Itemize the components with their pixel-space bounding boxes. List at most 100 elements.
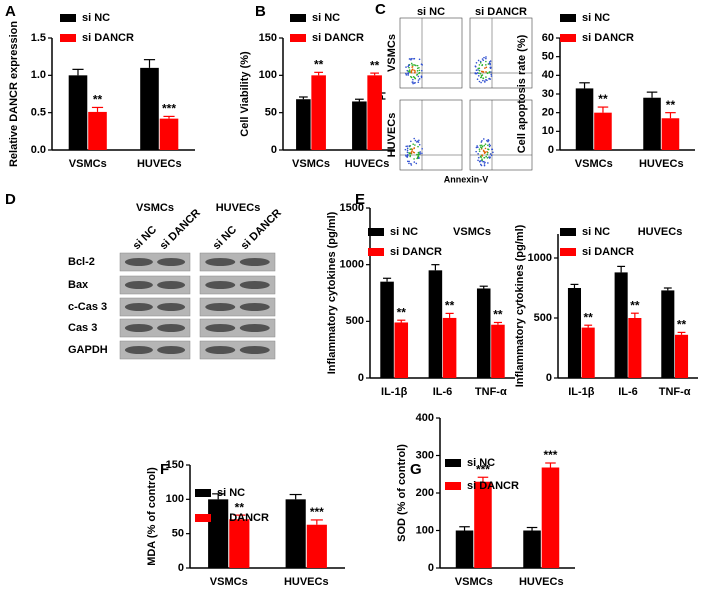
y-tick-label: 1500 bbox=[340, 202, 364, 214]
y-tick-label: 40 bbox=[542, 69, 554, 81]
flow-dot bbox=[482, 149, 485, 152]
legend-swatch bbox=[560, 14, 576, 22]
bar bbox=[628, 318, 642, 378]
flow-dot bbox=[482, 79, 484, 82]
flow-dot bbox=[481, 155, 484, 157]
flow-dot bbox=[404, 148, 407, 151]
flow-dot bbox=[485, 57, 487, 60]
flow-dot bbox=[478, 150, 481, 152]
legend-label: si DANCR bbox=[582, 32, 634, 44]
flow-x-label: Annexin-V bbox=[444, 174, 489, 184]
flow-dot bbox=[416, 70, 419, 72]
flow-dot bbox=[484, 147, 487, 150]
flow-dot bbox=[407, 65, 409, 68]
flow-dot bbox=[411, 69, 413, 71]
legend-label: si NC bbox=[582, 226, 610, 238]
flow-dot bbox=[405, 145, 408, 148]
blot-band bbox=[239, 303, 270, 311]
flow-dot bbox=[412, 143, 414, 145]
flow-dot bbox=[419, 152, 422, 155]
flow-dot bbox=[488, 62, 491, 65]
legend-label: si DANCR bbox=[582, 246, 634, 258]
flow-dot bbox=[478, 80, 481, 83]
x-tick-label: TNF-α bbox=[659, 386, 691, 398]
flow-dot bbox=[482, 138, 485, 140]
significance: ** bbox=[677, 318, 687, 332]
y-tick-label: 60 bbox=[542, 32, 554, 44]
bar bbox=[442, 317, 457, 378]
significance: *** bbox=[162, 102, 176, 116]
flow-dot bbox=[480, 81, 482, 84]
x-tick-label: VSMCs bbox=[69, 158, 107, 170]
blot-band bbox=[239, 324, 270, 332]
flow-dot bbox=[475, 146, 478, 149]
bar bbox=[643, 97, 661, 150]
y-tick-label: 1.0 bbox=[31, 69, 46, 81]
bar bbox=[491, 324, 505, 378]
bar bbox=[474, 481, 492, 568]
blot-band bbox=[124, 281, 153, 289]
flow-dot bbox=[485, 66, 488, 69]
flow-dot bbox=[485, 56, 487, 58]
flow-dot bbox=[485, 64, 487, 66]
bar bbox=[594, 112, 612, 150]
legend-swatch bbox=[445, 482, 461, 490]
legend-label: si NC bbox=[390, 226, 418, 238]
flow-dot bbox=[410, 76, 413, 79]
blot-protein-label: GAPDH bbox=[68, 344, 108, 356]
flow-dot bbox=[489, 156, 491, 158]
flow-dot bbox=[408, 70, 411, 73]
flow-dot bbox=[406, 156, 409, 158]
flow-dot bbox=[407, 70, 410, 73]
blot-band bbox=[205, 324, 236, 332]
y-tick-label: 150 bbox=[166, 459, 184, 471]
bar bbox=[581, 327, 595, 378]
legend-label: si NC bbox=[82, 12, 110, 24]
y-tick-label: 1000 bbox=[340, 259, 364, 271]
legend-swatch bbox=[290, 14, 306, 22]
y-tick-label: 400 bbox=[416, 412, 434, 424]
legend-label: si NC bbox=[467, 457, 495, 469]
bar bbox=[614, 272, 628, 378]
significance: ** bbox=[314, 58, 324, 72]
y-tick-label: 20 bbox=[542, 107, 554, 119]
flow-dot bbox=[477, 69, 479, 71]
x-tick-label: TNF-α bbox=[475, 386, 507, 398]
flow-dot bbox=[408, 69, 411, 71]
blot-band bbox=[157, 303, 186, 311]
blot-band bbox=[124, 258, 153, 266]
flow-dot bbox=[417, 79, 420, 81]
flow-dot bbox=[480, 147, 483, 149]
bar bbox=[88, 111, 107, 150]
flow-dot bbox=[414, 139, 417, 142]
flow-dot bbox=[486, 153, 489, 156]
bar bbox=[311, 75, 326, 150]
flow-dot bbox=[483, 164, 486, 167]
flow-dot bbox=[414, 64, 416, 66]
bar bbox=[428, 270, 443, 378]
legend-swatch bbox=[195, 489, 211, 497]
flow-dot bbox=[408, 66, 410, 69]
y-tick-label: 100 bbox=[166, 493, 184, 505]
blot-strip bbox=[199, 340, 276, 360]
flow-dot bbox=[490, 73, 492, 76]
flow-dot bbox=[407, 74, 409, 76]
flow-dot bbox=[485, 155, 487, 158]
y-tick-label: 0 bbox=[548, 144, 554, 156]
flow-dot bbox=[480, 156, 482, 159]
y-axis-label: MDA (% of control) bbox=[146, 467, 158, 566]
y-axis-label: Inflammatory cytokines (pg/ml) bbox=[326, 211, 338, 374]
blot-band bbox=[205, 258, 236, 266]
legend-swatch bbox=[445, 459, 461, 467]
flow-dot bbox=[484, 67, 486, 69]
significance: ** bbox=[370, 58, 380, 72]
flow-dot bbox=[410, 151, 413, 154]
legend-label: si DANCR bbox=[217, 512, 269, 524]
legend-swatch bbox=[60, 34, 76, 42]
bar bbox=[661, 290, 675, 378]
blot-band bbox=[205, 281, 236, 289]
flow-dot bbox=[409, 154, 412, 157]
bar bbox=[306, 524, 327, 568]
x-tick-label: HUVECs bbox=[284, 576, 329, 588]
